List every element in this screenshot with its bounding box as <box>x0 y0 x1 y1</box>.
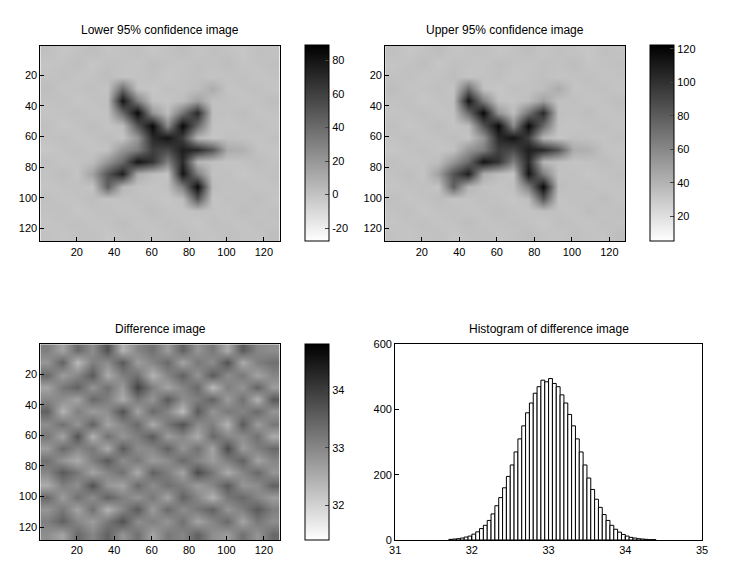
svg-text:120: 120 <box>19 521 37 533</box>
svg-text:20: 20 <box>71 544 83 556</box>
svg-text:600: 600 <box>374 338 392 350</box>
svg-text:80: 80 <box>183 544 195 556</box>
svg-text:40: 40 <box>25 399 37 411</box>
svg-text:20: 20 <box>25 69 37 81</box>
svg-text:60: 60 <box>677 143 689 155</box>
svg-text:120: 120 <box>364 222 382 234</box>
svg-text:33: 33 <box>542 544 554 556</box>
svg-text:120: 120 <box>677 43 695 55</box>
svg-text:100: 100 <box>217 246 235 258</box>
svg-text:100: 100 <box>217 544 235 556</box>
svg-text:60: 60 <box>370 130 382 142</box>
svg-text:32: 32 <box>332 499 344 511</box>
svg-text:0: 0 <box>386 534 392 546</box>
svg-text:100: 100 <box>19 192 37 204</box>
svg-text:40: 40 <box>108 544 120 556</box>
svg-text:80: 80 <box>528 246 540 258</box>
svg-text:32: 32 <box>466 544 478 556</box>
svg-text:40: 40 <box>108 246 120 258</box>
svg-text:34: 34 <box>619 544 631 556</box>
svg-text:20: 20 <box>332 155 344 167</box>
svg-text:200: 200 <box>374 469 392 481</box>
svg-text:60: 60 <box>146 544 158 556</box>
svg-text:20: 20 <box>677 210 689 222</box>
svg-text:40: 40 <box>453 246 465 258</box>
svg-text:120: 120 <box>600 246 618 258</box>
svg-text:80: 80 <box>677 110 689 122</box>
svg-text:33: 33 <box>332 442 344 454</box>
svg-text:60: 60 <box>146 246 158 258</box>
svg-text:100: 100 <box>563 246 581 258</box>
svg-text:Lower 95% confidence image: Lower 95% confidence image <box>81 23 239 37</box>
svg-text:60: 60 <box>332 88 344 100</box>
svg-text:Upper 95% confidence image: Upper 95% confidence image <box>426 23 584 37</box>
svg-text:20: 20 <box>416 246 428 258</box>
svg-text:80: 80 <box>183 246 195 258</box>
svg-text:80: 80 <box>332 54 344 66</box>
svg-text:100: 100 <box>19 490 37 502</box>
svg-text:40: 40 <box>332 121 344 133</box>
svg-text:-20: -20 <box>332 222 348 234</box>
svg-text:60: 60 <box>25 130 37 142</box>
svg-text:35: 35 <box>696 544 708 556</box>
svg-text:31: 31 <box>389 544 401 556</box>
svg-text:40: 40 <box>25 100 37 112</box>
svg-text:34: 34 <box>332 384 344 396</box>
svg-text:60: 60 <box>491 246 503 258</box>
svg-text:80: 80 <box>25 161 37 173</box>
svg-text:20: 20 <box>71 246 83 258</box>
svg-text:100: 100 <box>364 192 382 204</box>
svg-text:40: 40 <box>677 177 689 189</box>
svg-text:Histogram of difference image: Histogram of difference image <box>469 322 629 336</box>
svg-text:400: 400 <box>374 403 392 415</box>
svg-text:Difference image: Difference image <box>115 322 206 336</box>
svg-text:60: 60 <box>25 429 37 441</box>
svg-text:40: 40 <box>370 100 382 112</box>
svg-text:80: 80 <box>370 161 382 173</box>
svg-text:120: 120 <box>255 544 273 556</box>
svg-text:0: 0 <box>332 188 338 200</box>
svg-text:100: 100 <box>677 76 695 88</box>
svg-text:120: 120 <box>19 222 37 234</box>
svg-text:20: 20 <box>370 69 382 81</box>
svg-text:80: 80 <box>25 460 37 472</box>
svg-text:20: 20 <box>25 368 37 380</box>
svg-text:120: 120 <box>255 246 273 258</box>
